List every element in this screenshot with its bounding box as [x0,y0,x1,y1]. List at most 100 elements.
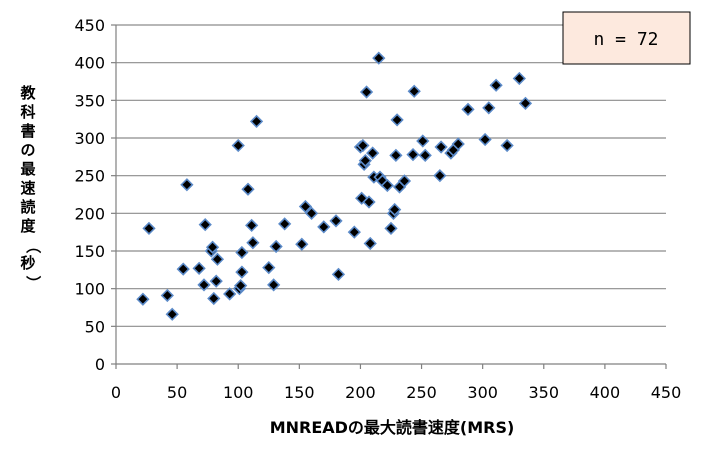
x-tick-label: 450 [651,383,682,402]
x-tick-label: 0 [111,383,121,402]
y-label-char: 読 [20,198,35,216]
data-point [390,113,404,127]
data-point [329,214,343,228]
data-point [160,288,174,303]
data-point [366,146,380,160]
data-point [416,134,430,148]
y-tick-label: 100 [74,280,105,299]
data-point [384,221,398,236]
data-point [304,206,319,220]
data-point [388,202,402,217]
data-point [372,51,386,65]
data-point [397,174,412,188]
y-label-char: 秒 [20,254,35,272]
y-tick-label: 0 [95,355,105,374]
data-point [359,85,374,99]
data-point [331,267,346,281]
data-point [207,291,221,306]
data-point [478,132,492,147]
axes [111,24,667,369]
x-tick-label: 100 [223,383,254,402]
data-point [362,195,376,209]
data-point [223,287,237,301]
data-point [407,84,421,98]
y-tick-label: 300 [74,129,105,148]
y-tick-label: 150 [74,242,105,261]
y-label-char: （ [24,238,42,253]
data-point [245,218,259,233]
y-tick-label: 200 [74,204,105,223]
x-axis-label: MNREADの最大読書速度(MRS) [270,418,515,437]
data-point [500,138,514,153]
data-point [406,147,420,162]
data-point [363,236,377,251]
data-point [482,101,496,115]
data-point [246,236,260,250]
data-point [389,148,403,162]
x-tick-labels: 0 50 100 150 200 250 300 350 400 450 [111,383,681,402]
x-tick-label: 200 [345,383,376,402]
data-point [205,240,220,254]
y-tick-label: 250 [74,167,105,186]
x-tick-label: 150 [284,383,315,402]
y-label-char: 最 [20,160,36,178]
data-point [317,220,331,234]
y-label-char: 科 [20,103,35,121]
data-point [418,148,432,162]
y-tick-label: 350 [74,91,105,110]
y-label-char: 速 [20,179,35,197]
x-tick-label: 300 [467,383,498,402]
y-label-char: の [20,141,35,159]
data-point [461,102,475,117]
x-tick-label: 50 [167,383,187,402]
data-point [269,239,283,254]
data-point [142,221,156,236]
data-point [210,252,225,266]
y-tick-label: 400 [74,54,105,73]
data-point [198,218,212,232]
data-point [234,279,248,293]
data-point [267,278,281,292]
data-point [192,261,206,275]
data-point [262,260,276,275]
data-point [176,262,190,276]
x-tick-label: 250 [406,383,437,402]
data-point [518,96,533,110]
y-label-char: 教 [19,84,36,102]
data-point [241,182,255,196]
y-label-char: ） [24,275,42,290]
data-point [512,71,526,86]
y-tick-label: 450 [74,16,105,35]
annotation-box: n = 72 [562,11,691,65]
data-point [434,140,448,154]
data-points [136,51,533,321]
data-point [278,217,292,231]
data-point [380,178,394,193]
data-point [235,265,249,279]
x-tick-label: 400 [590,383,621,402]
data-point [180,178,194,192]
data-point [347,225,361,239]
data-point [249,114,264,129]
x-tick-label: 350 [529,383,560,402]
data-point [136,292,150,306]
data-point [295,237,309,251]
data-point [489,78,503,92]
data-point [209,274,223,288]
data-point [235,245,249,260]
y-label-char: 書 [20,122,35,140]
data-point [165,307,179,321]
y-label-char: 度 [20,217,36,235]
data-point [298,199,313,214]
y-tick-labels: 0 50 100 150 200 250 300 350 400 450 [74,16,105,374]
data-point [231,138,245,153]
data-point [451,137,465,151]
data-point [356,138,370,153]
data-point [358,153,372,168]
y-tick-label: 50 [85,317,105,336]
data-point [197,278,211,292]
grid-lines [116,24,666,327]
data-point [433,169,447,183]
